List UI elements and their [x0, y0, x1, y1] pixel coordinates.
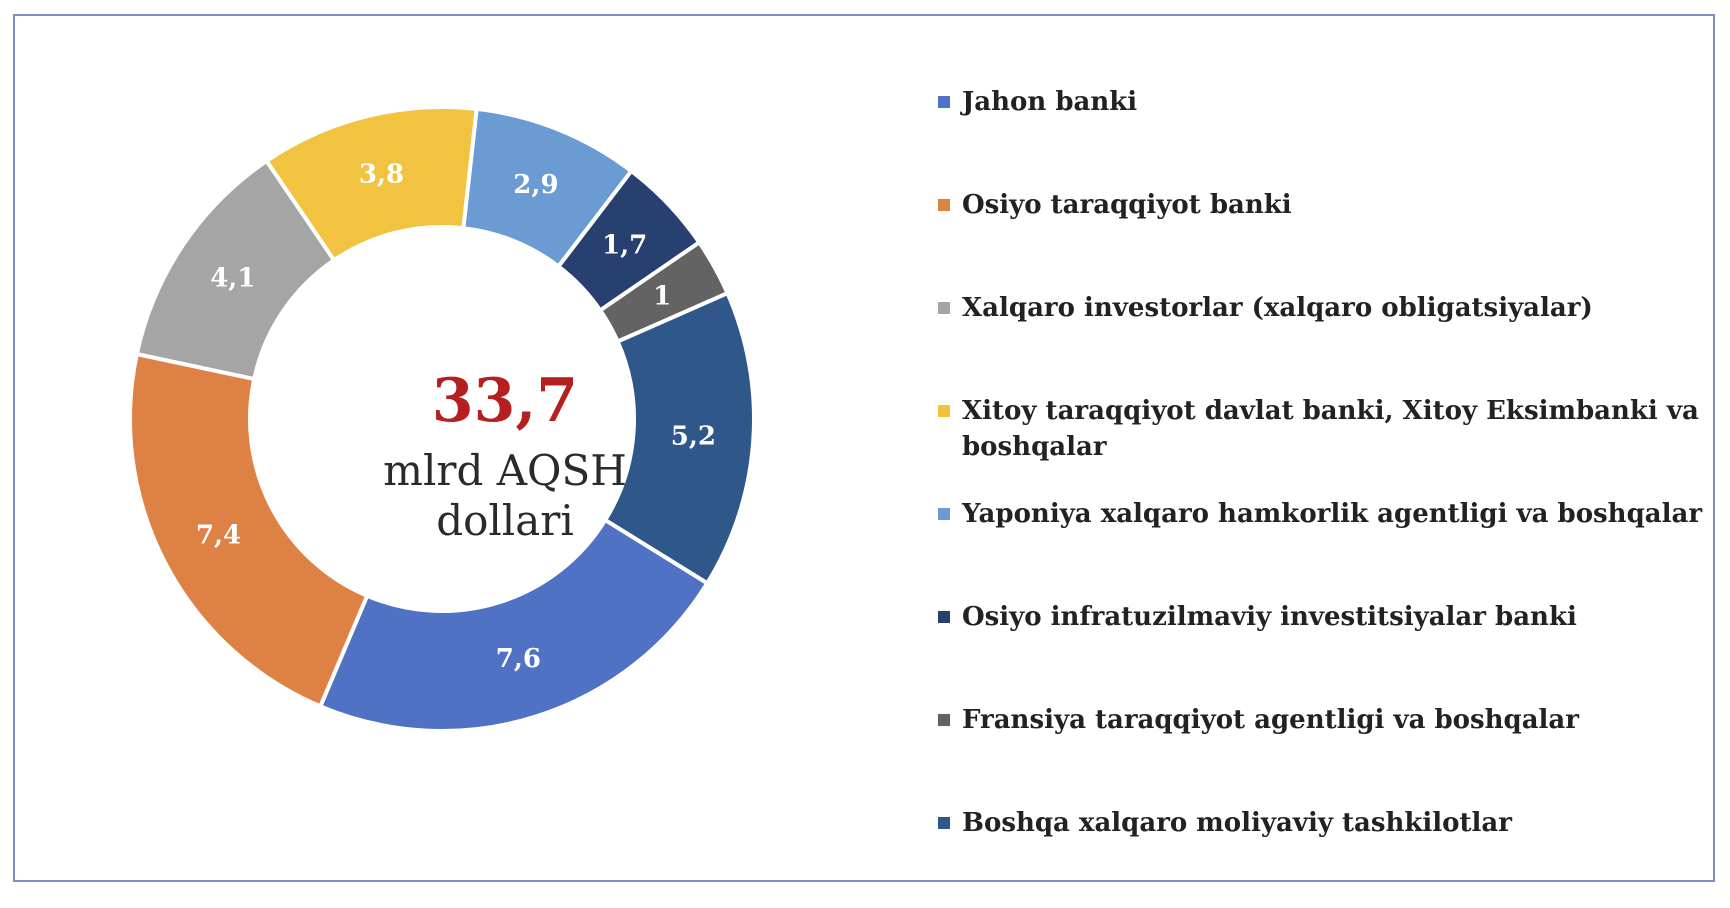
legend-item: Xalqaro investorlar (xalqaro obligatsiya… [930, 290, 1720, 393]
slice-value-label: 7,4 [196, 520, 241, 550]
slice-value-label: 7,6 [496, 644, 541, 674]
legend-swatch [938, 611, 950, 623]
slice-value-label: 1,7 [602, 230, 647, 260]
center-total-value: 33,7 [431, 366, 579, 436]
legend-label: Boshqa xalqaro moliyaviy tashkilotlar [962, 808, 1512, 838]
legend-item: Osiyo taraqqiyot banki [930, 187, 1720, 290]
legend-swatch [938, 199, 950, 211]
legend-swatch [938, 96, 950, 108]
chart-frame: 4,1 3,8 2,9 1,7 1 5,2 7,6 7,4 33,7 mlrd AQSH do… [13, 14, 1715, 882]
legend-label: Jahon banki [962, 87, 1138, 117]
legend-swatch [938, 817, 950, 829]
legend-item: Fransiya taraqqiyot agentligi va boshqal… [930, 702, 1720, 805]
legend-item: Osiyo infratuzilmaviy investitsiyalar ba… [930, 599, 1720, 702]
legend-label: Yaponiya xalqaro hamkorlik agentligi va … [962, 499, 1703, 529]
donut-slice [317, 517, 711, 733]
slice-value-label: 2,9 [513, 170, 558, 200]
legend-label: Osiyo taraqqiyot banki [962, 190, 1292, 220]
slice-value-label: 4,1 [210, 263, 255, 293]
donut-chart: 4,1 3,8 2,9 1,71 5,2 7,6 7,4 [128, 105, 756, 733]
legend-item: Yaponiya xalqaro hamkorlik agentligi va … [930, 496, 1720, 599]
legend: Jahon banki Osiyo taraqqiyot banki Xalqaro… [930, 84, 1720, 908]
legend-swatch [938, 508, 950, 520]
legend-item: Xitoy taraqqiyot davlat banki, Xitoy Eks… [930, 393, 1720, 496]
slice-value-label: 5,2 [671, 422, 716, 452]
legend-swatch [938, 302, 950, 314]
legend-item: Jahon banki [930, 84, 1720, 187]
donut-slice [128, 351, 370, 709]
center-total-unit: mlrd AQSH dollari [383, 446, 627, 546]
legend-swatch [938, 405, 950, 417]
legend-label: Fransiya taraqqiyot agentligi va boshqal… [962, 705, 1579, 735]
legend-label: Osiyo infratuzilmaviy investitsiyalar ba… [962, 602, 1577, 632]
slice-value-label: 3,8 [359, 159, 404, 189]
slice-value-label: 1 [653, 281, 671, 311]
legend-item: Boshqa xalqaro moliyaviy tashkilotlar [930, 805, 1720, 908]
legend-label: Xitoy taraqqiyot davlat banki, Xitoy Eks… [962, 396, 1699, 462]
legend-label: Xalqaro investorlar (xalqaro obligatsiya… [962, 293, 1593, 323]
legend-swatch [938, 714, 950, 726]
